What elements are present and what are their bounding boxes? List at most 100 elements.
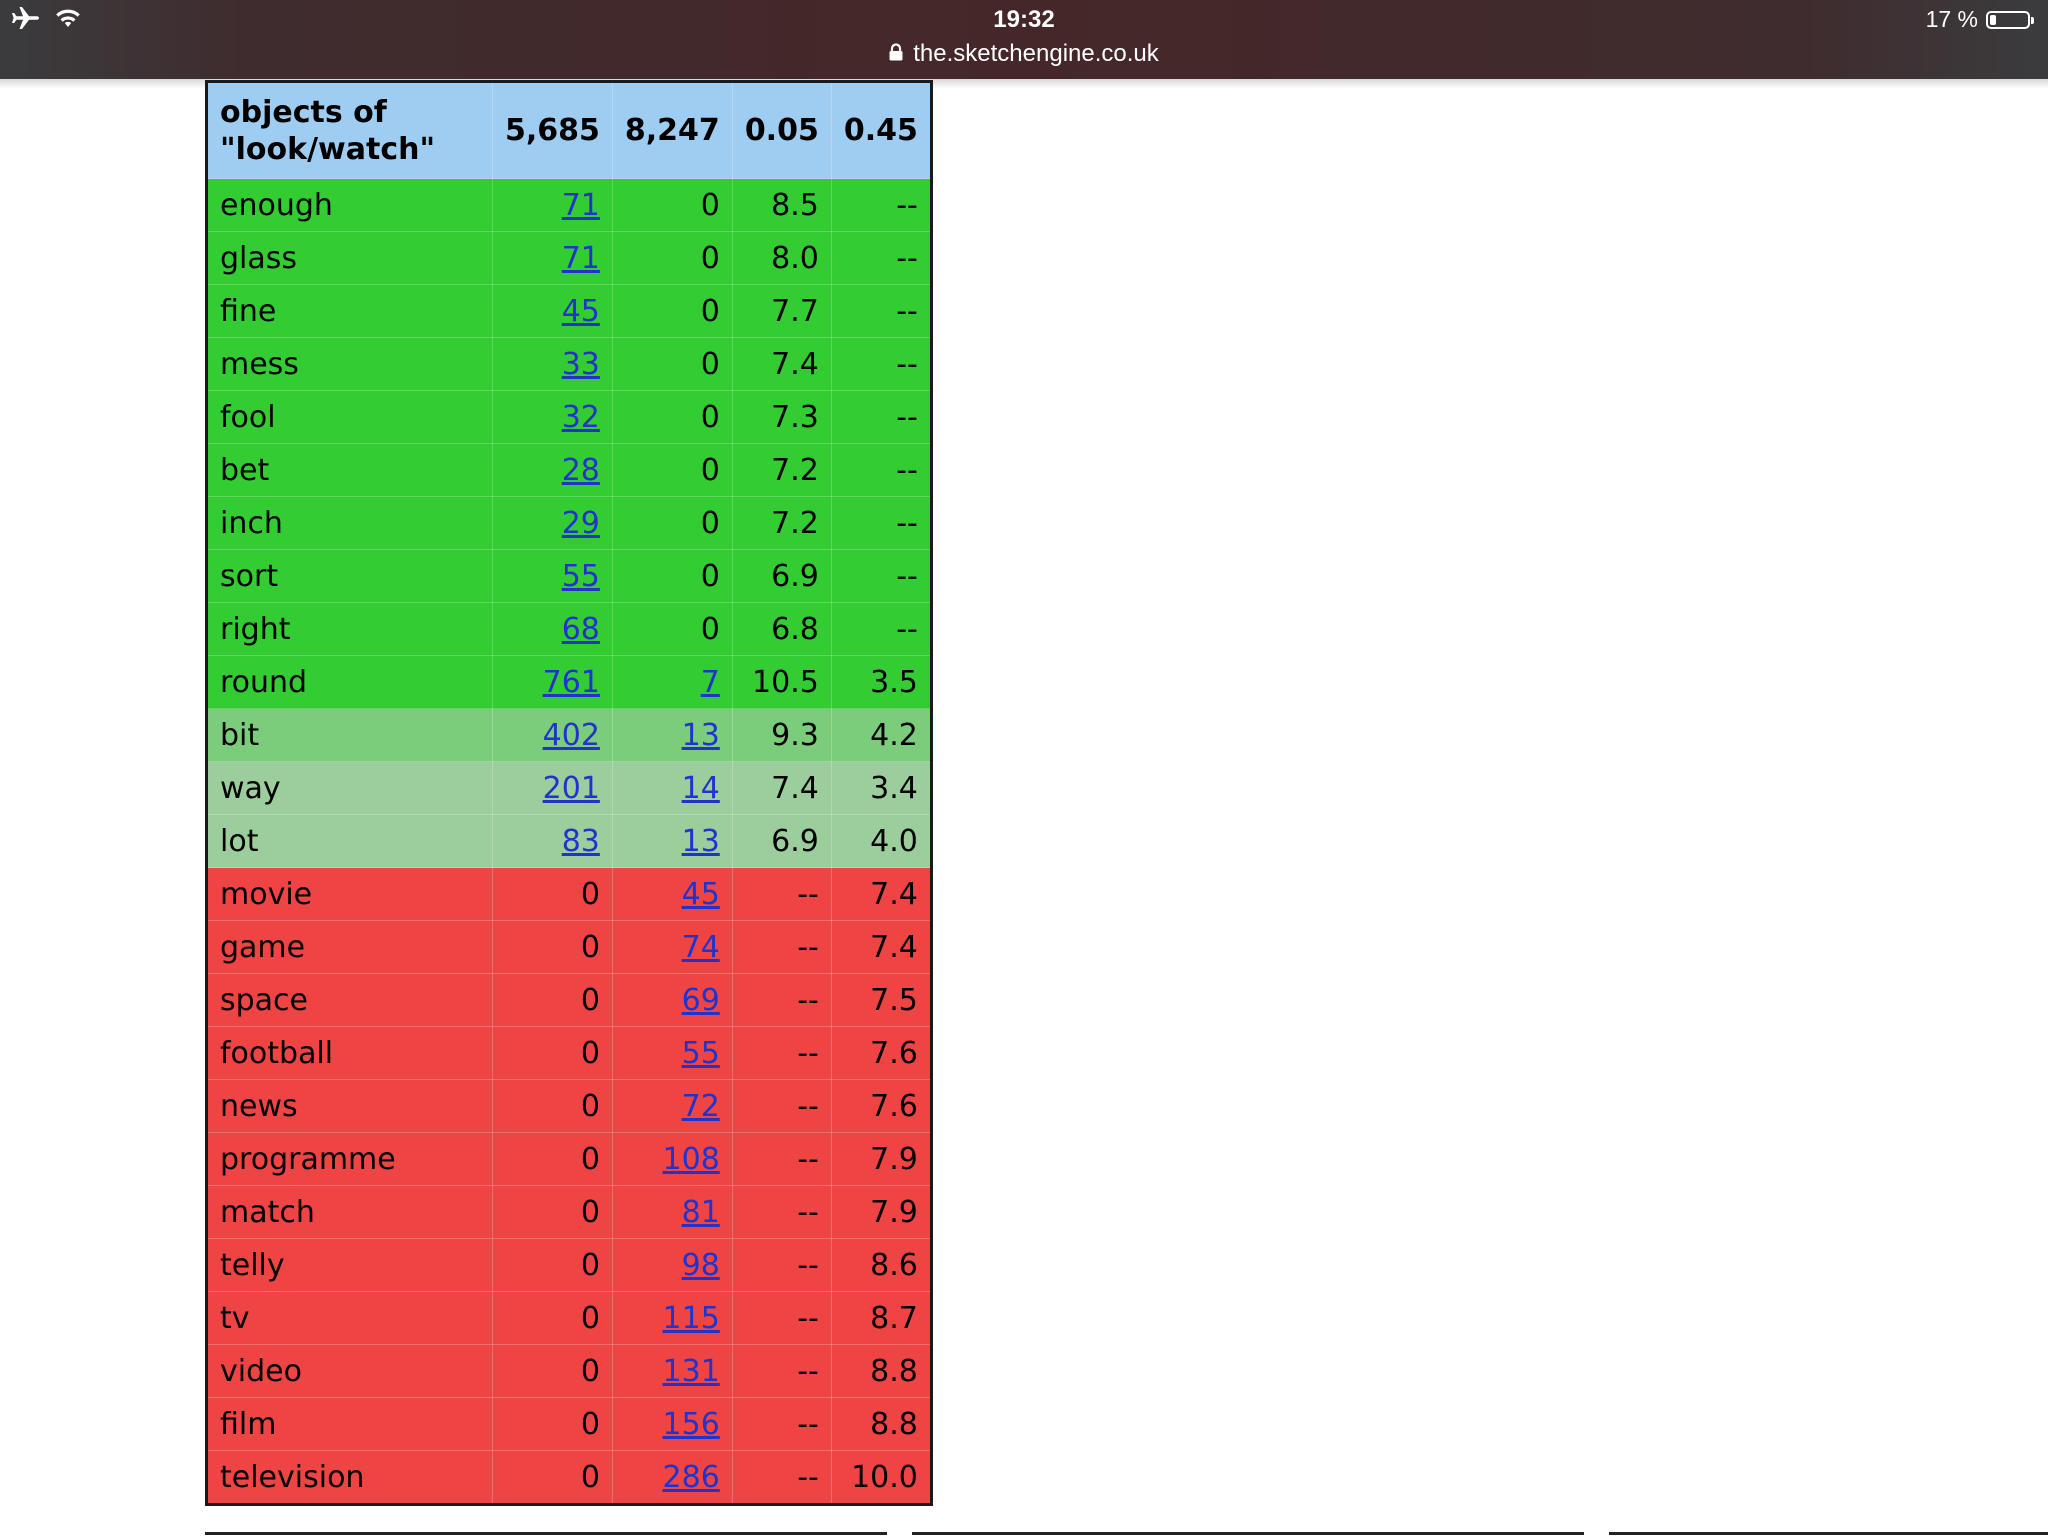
row-freq1-link[interactable]: 83	[561, 823, 600, 859]
row-freq2-link[interactable]: 74	[681, 929, 720, 965]
row-word: television	[206, 1450, 493, 1505]
row-freq2: 81	[611, 1185, 733, 1239]
row-score1: --	[731, 1450, 832, 1505]
row-score2: 8.8	[830, 1397, 932, 1451]
row-score1: 9.3	[731, 708, 832, 762]
battery-fill	[1990, 14, 1996, 25]
row-freq2-link[interactable]: 69	[681, 982, 720, 1018]
table-body: enough 71 0 8.5 -- glass 71 0 8.0 -- fine 45 0 7.7 -- m…	[206, 178, 932, 1505]
address-bar[interactable]: the.sketchengine.co.uk	[0, 40, 2048, 68]
row-score2: 7.6	[830, 1079, 932, 1133]
row-freq2-link[interactable]: 72	[681, 1088, 720, 1124]
row-freq2: 74	[611, 920, 733, 974]
clock: 19:32	[993, 6, 1055, 33]
row-score2: 8.6	[830, 1238, 932, 1292]
row-freq1-link[interactable]: 55	[561, 558, 600, 594]
row-score1: 7.4	[731, 337, 832, 391]
row-score1: --	[731, 1344, 832, 1398]
row-freq1-link[interactable]: 28	[561, 452, 600, 488]
row-freq1-link[interactable]: 45	[561, 293, 600, 329]
table-header: objects of "look/watch" 5,685 8,247 0.05…	[206, 81, 932, 179]
battery-status: 17 %	[1926, 6, 2034, 33]
row-freq2-link[interactable]: 131	[662, 1353, 720, 1389]
row-freq1-link[interactable]: 71	[561, 187, 600, 223]
row-freq2-link[interactable]: 13	[681, 823, 720, 859]
row-freq2: 14	[611, 761, 733, 815]
row-word: bit	[206, 708, 493, 762]
row-score2: 8.7	[830, 1291, 932, 1345]
row-word: sort	[206, 549, 493, 603]
row-freq2-link[interactable]: 115	[662, 1300, 720, 1336]
row-score1: 7.2	[731, 496, 832, 550]
row-word: lot	[206, 814, 493, 868]
table-row: film 0 156 -- 8.8	[206, 1397, 932, 1451]
table-row: right 68 0 6.8 --	[206, 602, 932, 656]
row-freq1-link[interactable]: 201	[542, 770, 600, 806]
row-freq2-link[interactable]: 81	[681, 1194, 720, 1230]
row-freq1: 0	[492, 1238, 613, 1292]
row-freq1: 83	[492, 814, 613, 868]
table-row: lot 83 13 6.9 4.0	[206, 814, 932, 868]
row-freq2-link[interactable]: 7	[700, 664, 720, 700]
row-word: right	[206, 602, 493, 656]
row-score1: --	[731, 1238, 832, 1292]
row-freq1-link[interactable]: 71	[561, 240, 600, 276]
row-score2: 8.8	[830, 1344, 932, 1398]
row-freq2: 13	[611, 708, 733, 762]
row-freq2: 286	[611, 1450, 733, 1505]
row-word: glass	[206, 231, 493, 285]
row-score1: --	[731, 867, 832, 921]
header-score2: 0.45	[830, 81, 932, 179]
row-freq1: 71	[492, 178, 613, 232]
row-word: enough	[206, 178, 493, 232]
row-freq2-link[interactable]: 14	[681, 770, 720, 806]
row-freq1: 0	[492, 1132, 613, 1186]
row-word: fine	[206, 284, 493, 338]
header-label-line1: objects of	[220, 94, 387, 130]
row-freq1-link[interactable]: 761	[542, 664, 600, 700]
row-score1: 8.5	[731, 178, 832, 232]
row-score1: 7.2	[731, 443, 832, 497]
row-freq1-link[interactable]: 402	[542, 717, 600, 753]
row-freq2-link[interactable]: 108	[662, 1141, 720, 1177]
row-score2: 3.5	[830, 655, 932, 709]
row-word: way	[206, 761, 493, 815]
row-freq2-link[interactable]: 13	[681, 717, 720, 753]
table-row: space 0 69 -- 7.5	[206, 973, 932, 1027]
row-score2: --	[830, 178, 932, 232]
row-score2: --	[830, 231, 932, 285]
row-freq2: 0	[611, 602, 733, 656]
row-score2: 7.4	[830, 867, 932, 921]
row-freq1-link[interactable]: 68	[561, 611, 600, 647]
row-freq1: 0	[492, 1185, 613, 1239]
row-score2: 7.5	[830, 973, 932, 1027]
row-freq1: 0	[492, 1026, 613, 1080]
row-word: mess	[206, 337, 493, 391]
row-word: football	[206, 1026, 493, 1080]
row-freq1-link[interactable]: 33	[561, 346, 600, 382]
row-freq1-link[interactable]: 32	[561, 399, 600, 435]
row-score1: 8.0	[731, 231, 832, 285]
row-freq2-link[interactable]: 45	[681, 876, 720, 912]
row-freq2-link[interactable]: 55	[681, 1035, 720, 1071]
row-score2: 4.2	[830, 708, 932, 762]
row-freq2: 131	[611, 1344, 733, 1398]
row-word: movie	[206, 867, 493, 921]
row-score2: 4.0	[830, 814, 932, 868]
table-row: telly 0 98 -- 8.6	[206, 1238, 932, 1292]
row-freq2-link[interactable]: 286	[662, 1459, 720, 1495]
row-freq1: 45	[492, 284, 613, 338]
row-freq2-link[interactable]: 98	[681, 1247, 720, 1283]
url-text[interactable]: the.sketchengine.co.uk	[913, 40, 1159, 67]
row-freq2: 0	[611, 496, 733, 550]
row-score1: --	[731, 1185, 832, 1239]
row-score1: --	[731, 1079, 832, 1133]
row-freq1: 55	[492, 549, 613, 603]
row-score1: --	[731, 1026, 832, 1080]
row-freq2: 0	[611, 284, 733, 338]
row-freq2: 72	[611, 1079, 733, 1133]
row-word: fool	[206, 390, 493, 444]
row-freq1-link[interactable]: 29	[561, 505, 600, 541]
row-freq2-link[interactable]: 156	[662, 1406, 720, 1442]
row-word: bet	[206, 443, 493, 497]
